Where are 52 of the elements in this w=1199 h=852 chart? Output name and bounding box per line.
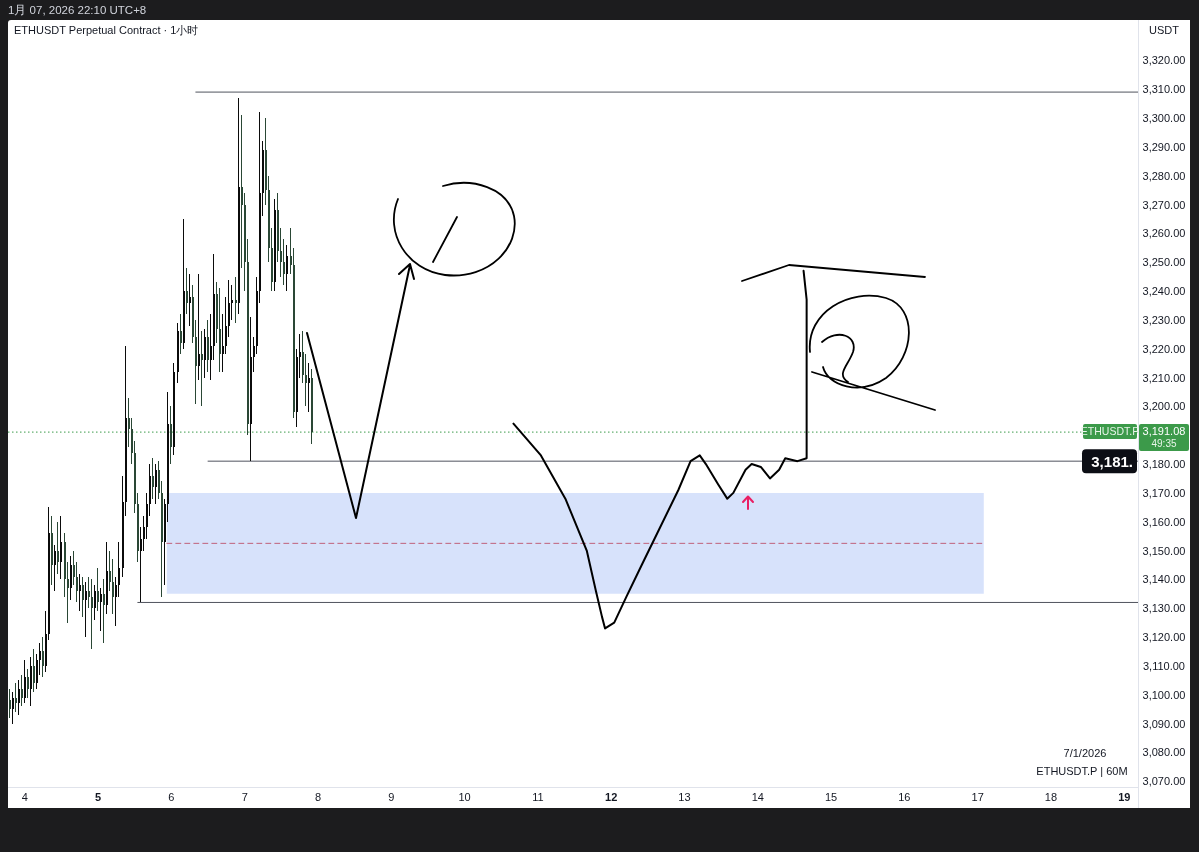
candlestick — [235, 276, 237, 323]
x-tick-label: 9 — [388, 791, 395, 803]
y-tick-label: 3,250.00 — [1142, 256, 1186, 269]
x-tick-label: 16 — [898, 791, 911, 803]
y-tick-label: 3,070.00 — [1142, 775, 1186, 788]
y-tick-label: 3,080.00 — [1142, 746, 1186, 759]
y-tick-label: 3,260.00 — [1142, 227, 1186, 240]
y-tick-label: 3,200.00 — [1142, 400, 1186, 413]
y-tick-label: 3,140.00 — [1142, 573, 1186, 586]
y-tick-label: 3,290.00 — [1142, 140, 1186, 153]
x-tick-label: 4 — [21, 791, 28, 803]
x-tick-label: 10 — [458, 791, 471, 803]
y-tick-label: 3,310.00 — [1142, 83, 1186, 96]
y-tick-label: 3,150.00 — [1142, 544, 1186, 557]
y-tick-label: 3,110.00 — [1142, 659, 1186, 672]
y-tick-label: 3,100.00 — [1142, 688, 1186, 701]
y-tick-label: 3,220.00 — [1142, 342, 1186, 355]
candlestick — [189, 273, 191, 326]
candlestick — [198, 273, 200, 381]
x-tick-label: 11 — [532, 791, 544, 803]
data-label: 3,181. — [1091, 452, 1133, 470]
y-tick-label: 3,130.00 — [1142, 602, 1186, 615]
ref-line-label: 3,191.08 — [1142, 425, 1186, 438]
y-tick-label: 3,230.00 — [1142, 313, 1186, 326]
annotation: ETHUSDT.P | 60M — [1036, 765, 1128, 777]
y-tick-label: 3,320.00 — [1142, 54, 1186, 67]
y-tick-label: 3,180.00 — [1142, 458, 1186, 471]
y-tick-label: 3,300.00 — [1142, 112, 1186, 125]
y-tick-label: 3,120.00 — [1142, 631, 1186, 644]
x-tick-label: 13 — [678, 791, 691, 803]
y-tick-label: 3,210.00 — [1142, 371, 1186, 384]
x-tick-label: 14 — [751, 791, 764, 803]
x-tick-label: 6 — [168, 791, 175, 803]
y-tick-label: 3,270.00 — [1142, 198, 1186, 211]
candlestick — [201, 331, 203, 407]
annotation: 7/1/2026 — [1063, 747, 1107, 759]
x-tick-label: 12 — [605, 791, 618, 803]
x-tick-label: 17 — [971, 791, 984, 803]
x-tick-label: 15 — [824, 791, 838, 803]
x-tick-label: 5 — [95, 791, 102, 803]
y-tick-label: 3,280.00 — [1142, 169, 1186, 182]
y-tick-label: 3,170.00 — [1142, 486, 1186, 499]
y-tick-label: 3,240.00 — [1142, 285, 1186, 298]
y-tick-label: 3,160.00 — [1142, 515, 1186, 528]
text: 1月 07, 2026 22:10 UTC+8 — [8, 4, 147, 16]
x-tick-label: 19 — [1118, 791, 1131, 803]
y-axis-title: USDT — [1149, 24, 1180, 36]
x-tick-label: 8 — [314, 791, 322, 803]
x-tick-label: 18 — [1044, 791, 1058, 803]
y-tick-label: 3,090.00 — [1142, 717, 1186, 730]
chart-title: ETHUSDT Perpetual Contract · 1小时 — [14, 24, 199, 36]
x-tick-label: 7 — [241, 791, 248, 803]
